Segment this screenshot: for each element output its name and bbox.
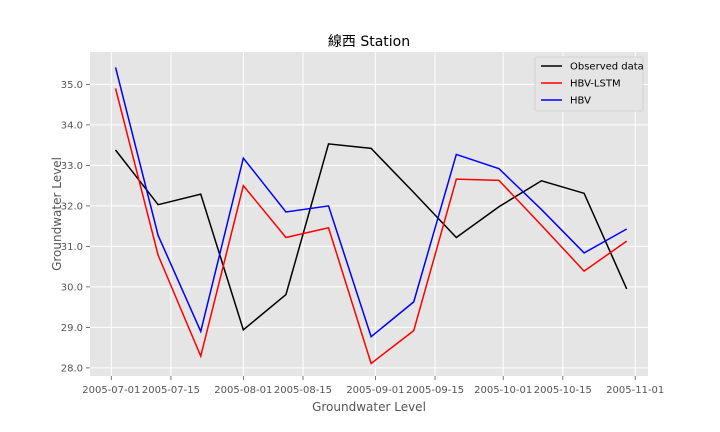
x-tick-label: 2005-07-15	[142, 385, 200, 396]
legend: Observed data HBV-LSTM HBV	[534, 56, 644, 112]
x-axis-label: Groundwater Level	[312, 400, 426, 414]
y-tick-label: 35.0	[61, 80, 83, 91]
x-tick-label: 2005-10-15	[534, 385, 592, 396]
x-tick-label: 2005-11-01	[606, 385, 664, 396]
y-tick-label: 33.0	[61, 161, 83, 172]
x-tick-label: 2005-10-01	[474, 385, 532, 396]
x-tick-label: 2005-07-01	[82, 385, 140, 396]
y-tick-label: 31.0	[61, 242, 83, 253]
legend-box	[534, 56, 644, 112]
y-tick-label: 32.0	[61, 201, 83, 212]
y-axis: 28.0 29.0 30.0 31.0 32.0 33.0 34.0 35.0	[61, 80, 90, 374]
y-axis-label: Groundwater Level	[50, 157, 64, 271]
legend-entry: HBV-LSTM	[570, 79, 621, 90]
series-line-observed-data	[114, 143, 628, 332]
x-tick-label: 2005-08-01	[214, 385, 272, 396]
series-line-hbv-lstm	[114, 88, 628, 365]
x-tick-label: 2005-09-01	[346, 385, 404, 396]
y-tick-label: 34.0	[61, 120, 83, 131]
y-tick-label: 30.0	[61, 282, 83, 293]
legend-entry: Observed data	[570, 62, 644, 73]
x-tick-label: 2005-08-15	[274, 385, 332, 396]
series-layer	[114, 67, 628, 365]
x-axis: 2005-07-01 2005-07-15 2005-08-01 2005-08-15…	[82, 376, 664, 396]
chart-title: 線西 Station	[328, 34, 410, 50]
y-tick-label: 28.0	[61, 363, 83, 374]
legend-entry: HBV	[570, 96, 591, 107]
y-tick-label: 29.0	[61, 323, 83, 334]
x-tick-label: 2005-09-15	[406, 385, 464, 396]
series-line-hbv	[114, 67, 628, 338]
